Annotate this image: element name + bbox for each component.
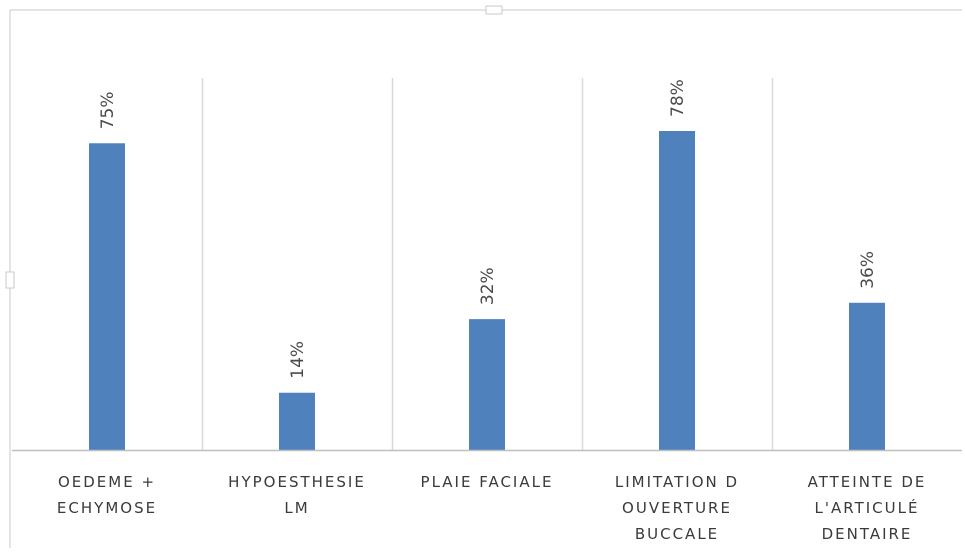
category-tick-label: DENTAIRE [822, 525, 913, 543]
bar [469, 319, 505, 450]
data-label: 36% [858, 251, 878, 289]
category-tick-label: HYPOESTHESIE [228, 473, 366, 491]
bar [659, 131, 695, 450]
category-labels: OEDEME + ECHYMOSE HYPOESTHESIE LM PLAIE FACI… [57, 473, 927, 543]
category-tick-label: L'ARTICULÉ [815, 498, 920, 517]
category-tick-label: ECHYMOSE [57, 499, 157, 517]
category-tick-label: ATTEINTE DE [808, 473, 927, 491]
resize-handle-top[interactable] [485, 5, 503, 15]
chart-border [5, 5, 962, 548]
data-label: 78% [668, 79, 688, 117]
bar [849, 302, 885, 450]
category-tick-label: LIMITATION D [615, 473, 739, 491]
bar [279, 392, 315, 450]
data-label: 14% [288, 341, 308, 379]
data-label: 75% [98, 91, 118, 129]
category-tick-label: OEDEME + [58, 473, 156, 491]
resize-handle-left[interactable] [5, 271, 15, 289]
category-tick-label: OUVERTURE [622, 499, 732, 517]
value-labels: 75% 14% 32% 78% 36% [98, 79, 878, 379]
gridlines [201, 78, 774, 450]
data-label: 32% [478, 267, 498, 305]
category-tick-label: LM [284, 499, 309, 517]
bars [89, 131, 885, 450]
bar [89, 143, 125, 450]
category-tick-label: PLAIE FACIALE [421, 473, 554, 491]
category-tick-label: BUCCALE [635, 525, 719, 543]
